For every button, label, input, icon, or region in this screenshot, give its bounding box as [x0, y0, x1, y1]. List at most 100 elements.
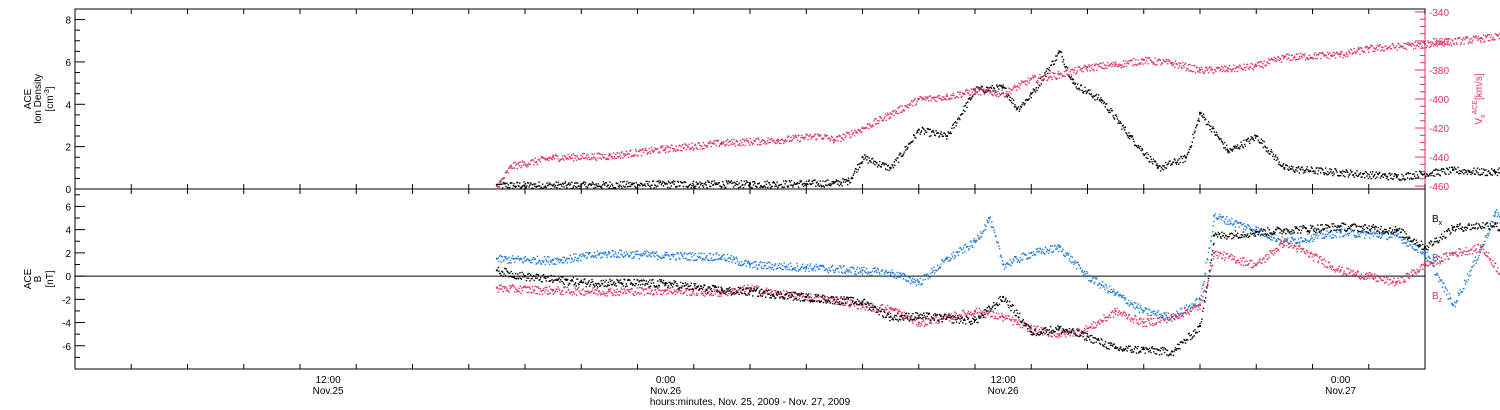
vx-series-dot: [779, 139, 781, 141]
by-series-dot: [768, 266, 770, 268]
vx-series-dot: [948, 98, 950, 100]
vx-series-dot: [1105, 64, 1107, 67]
vx-series-dot: [659, 151, 661, 154]
vx-series-dot: [869, 124, 872, 127]
by-series-dot: [499, 254, 502, 257]
ion-density-series-dot: [529, 184, 531, 186]
bz-series-dot: [635, 293, 638, 296]
vx-series-dot: [501, 178, 503, 181]
vx-series-dot: [1234, 67, 1237, 70]
vx-series-dot: [560, 158, 562, 160]
by-series-dot: [1437, 280, 1440, 283]
by-series-dot: [777, 267, 779, 269]
vx-series-dot: [1450, 44, 1453, 46]
vx-series-point: [1424, 42, 1426, 45]
vx-series-dot: [939, 98, 942, 100]
ion-density-series-dot: [762, 186, 765, 188]
vx-series-dot: [673, 147, 675, 150]
by-series-dot: [1423, 253, 1425, 256]
by-series-dot: [920, 283, 922, 286]
ion-density-series-dot: [1281, 165, 1283, 168]
ion-density-series-dot: [1238, 147, 1240, 149]
vx-series-dot: [900, 111, 902, 114]
bz-series-dot: [557, 286, 559, 288]
vx-series-dot: [888, 117, 890, 120]
by-series-dot: [1220, 218, 1222, 221]
by-series-dot: [1327, 232, 1330, 234]
ion-density-series-dot: [1257, 139, 1260, 141]
vx-series-dot: [622, 153, 625, 155]
vx-series-dot: [733, 143, 736, 145]
by-series-dot: [1263, 229, 1265, 231]
vx-series-dot: [1489, 36, 1492, 39]
by-series-dot: [981, 232, 983, 235]
vx-series-dot: [1148, 56, 1150, 59]
vx-series-dot: [1251, 67, 1253, 70]
vx-series-dot: [1101, 67, 1104, 70]
vx-series-dot: [726, 138, 729, 141]
vx-series-dot: [729, 140, 732, 143]
vx-series-dot: [690, 147, 692, 149]
ion-density-series-dot: [1377, 173, 1380, 176]
ion-density-series-dot: [536, 185, 539, 187]
ion-density-series-dot: [1493, 169, 1496, 171]
bz-series-dot: [516, 291, 518, 293]
by-series-dot: [1489, 228, 1492, 231]
ion-density-series-dot: [1217, 135, 1219, 138]
by-series-dot: [1124, 299, 1126, 301]
vx-series-dot: [607, 158, 609, 161]
vx-series-dot: [582, 153, 584, 155]
vx-series-dot: [1011, 89, 1014, 91]
ion-density-series-dot: [1433, 169, 1435, 172]
vx-series-dot: [1202, 71, 1204, 73]
by-series-dot: [548, 256, 550, 258]
by-series-dot: [946, 256, 948, 258]
vx-series-dot: [1483, 41, 1485, 43]
by-series-dot: [1006, 262, 1008, 265]
vx-series-dot: [1206, 69, 1208, 71]
vx-series-dot: [1016, 85, 1019, 87]
ion-density-series-dot: [1305, 168, 1308, 170]
ion-density-series-dot: [1386, 177, 1388, 179]
ion-density-series-dot: [637, 186, 639, 189]
ion-density-series-dot: [1292, 169, 1295, 171]
by-series-dot: [729, 258, 732, 260]
vx-series-dot: [1133, 64, 1136, 66]
by-series-dot: [1277, 237, 1279, 240]
vx-series-dot: [1164, 61, 1167, 63]
bz-series-dot: [554, 290, 556, 293]
by-series-dot: [1216, 218, 1219, 221]
vx-series-dot: [574, 157, 576, 159]
vx-series-dot: [908, 104, 911, 106]
by-series-dot: [1014, 256, 1017, 259]
vx-series-dot: [842, 133, 844, 136]
by-series-dot: [1329, 235, 1331, 237]
by-series-dot: [1160, 313, 1162, 315]
bz-series-dot: [567, 289, 569, 292]
vx-series-dot: [810, 137, 812, 140]
ion-density-series-dot: [499, 183, 501, 186]
vx-series-dot: [741, 138, 744, 141]
vx-series-dot: [1005, 93, 1007, 95]
ion-density-series-dot: [1206, 123, 1208, 126]
vx-series-dot: [1138, 62, 1141, 64]
bz-series-dot: [677, 291, 679, 294]
vx-series-dot: [993, 90, 995, 93]
by-series-dot: [1086, 271, 1088, 273]
vx-series-dot: [1157, 59, 1159, 61]
by-series-dot: [961, 249, 963, 251]
by-series-dot: [1075, 262, 1077, 264]
by-series-dot: [551, 258, 554, 261]
bz-series-dot: [521, 289, 524, 292]
ion-density-series-dot: [1015, 106, 1017, 108]
ion-density-series-dot: [1222, 143, 1224, 145]
by-series-dot: [521, 258, 523, 261]
vx-series-dot: [1300, 52, 1302, 55]
by-series-dot: [694, 259, 696, 262]
ion-density-series-dot: [755, 185, 757, 187]
ion-density-series-dot: [944, 133, 947, 136]
ion-density-series-dot: [806, 183, 808, 185]
by-series-dot: [1168, 319, 1170, 322]
vx-series-dot: [691, 142, 693, 144]
by-series-dot: [902, 272, 904, 275]
